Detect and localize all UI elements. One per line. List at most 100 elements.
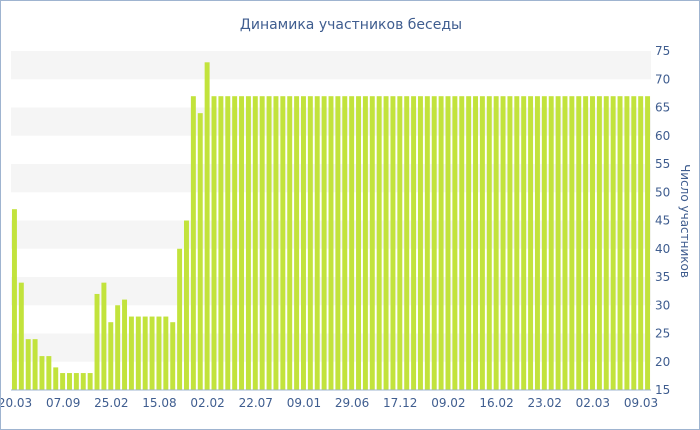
bar xyxy=(528,96,534,390)
bar xyxy=(390,96,396,390)
bar xyxy=(548,96,554,390)
bar xyxy=(596,96,602,390)
bar xyxy=(142,316,148,390)
y-tick-label: 75 xyxy=(655,44,670,58)
y-tick-label: 25 xyxy=(655,327,670,341)
bar xyxy=(197,113,203,391)
bar xyxy=(46,356,52,390)
bar xyxy=(617,96,623,390)
y-tick-label: 55 xyxy=(655,157,670,171)
bar xyxy=(500,96,506,390)
bar xyxy=(576,96,582,390)
bar xyxy=(184,220,189,390)
x-tick-label: 09.02 xyxy=(431,396,465,410)
bar xyxy=(376,96,382,390)
bar xyxy=(101,282,107,390)
x-tick-label: 02.02 xyxy=(190,396,224,410)
bar xyxy=(342,96,348,390)
bar xyxy=(115,305,121,390)
bar xyxy=(80,373,86,390)
bar xyxy=(60,373,66,390)
bar xyxy=(438,96,444,390)
bar xyxy=(356,96,362,390)
x-tick-label: 23.02 xyxy=(528,396,562,410)
bar xyxy=(624,96,630,390)
bar xyxy=(53,367,59,390)
bar xyxy=(521,96,527,390)
bar xyxy=(314,96,320,390)
y-axis-label: Число участников xyxy=(678,164,692,278)
bar xyxy=(149,316,155,390)
bar xyxy=(541,96,547,390)
bar xyxy=(294,96,300,390)
y-tick-label: 35 xyxy=(655,270,670,284)
y-tick-label: 70 xyxy=(655,72,670,86)
bar xyxy=(225,96,231,390)
bar xyxy=(190,96,196,390)
bar xyxy=(466,96,472,390)
x-tick-label: 07.09 xyxy=(46,396,80,410)
bar xyxy=(11,209,17,390)
bar xyxy=(486,96,492,390)
bar xyxy=(239,96,245,390)
bar xyxy=(603,96,609,390)
bar xyxy=(369,96,375,390)
bar xyxy=(534,96,540,390)
bar xyxy=(94,293,100,390)
x-tick-label: 09.01 xyxy=(287,396,321,410)
y-tick-label: 30 xyxy=(655,298,670,312)
bar xyxy=(424,96,430,390)
x-tick-label: 17.12 xyxy=(383,396,417,410)
x-tick-label: 22.07 xyxy=(239,396,273,410)
x-tick-label: 09.03 xyxy=(624,396,658,410)
bar xyxy=(87,373,93,390)
bar xyxy=(404,96,410,390)
bar xyxy=(211,96,217,390)
bar xyxy=(397,96,403,390)
bar xyxy=(417,96,423,390)
bar xyxy=(631,96,637,390)
x-tick-label: 25.02 xyxy=(94,396,128,410)
bar xyxy=(411,96,417,390)
bar xyxy=(163,316,169,390)
bar xyxy=(25,339,31,390)
bar xyxy=(108,322,114,390)
bar xyxy=(128,316,134,390)
bar xyxy=(287,96,293,390)
y-tick-label: 65 xyxy=(655,101,670,115)
bar xyxy=(259,96,265,390)
bar xyxy=(218,96,224,390)
bars xyxy=(11,62,651,391)
bar xyxy=(122,299,128,390)
bar xyxy=(73,373,79,390)
bar xyxy=(273,96,279,390)
bar xyxy=(610,96,616,390)
bar xyxy=(67,373,72,390)
x-tick-label: 16.02 xyxy=(479,396,513,410)
bar xyxy=(590,96,595,390)
chart-title: Динамика участников беседы xyxy=(240,17,462,33)
bar xyxy=(245,96,251,390)
bar xyxy=(638,96,644,390)
bar xyxy=(266,96,272,390)
bar xyxy=(300,96,306,390)
x-tick-label: 20.03 xyxy=(1,396,32,410)
bar xyxy=(204,62,210,391)
y-tick-label: 60 xyxy=(655,129,670,143)
bar xyxy=(135,316,141,390)
bar xyxy=(321,96,327,390)
bar xyxy=(362,96,368,390)
bar xyxy=(583,96,589,390)
bar xyxy=(32,339,38,390)
x-tick-label: 15.08 xyxy=(142,396,176,410)
bar xyxy=(555,96,561,390)
bar xyxy=(280,96,286,390)
bar xyxy=(156,316,162,390)
bar xyxy=(252,96,258,390)
bar xyxy=(569,96,575,390)
x-ticks: 20.03 07.09 25.02 15.08 02.02 22.07 09.01 29.06… xyxy=(1,396,658,410)
x-tick-label: 29.06 xyxy=(335,396,369,410)
bar xyxy=(335,96,341,390)
bar xyxy=(459,96,465,390)
